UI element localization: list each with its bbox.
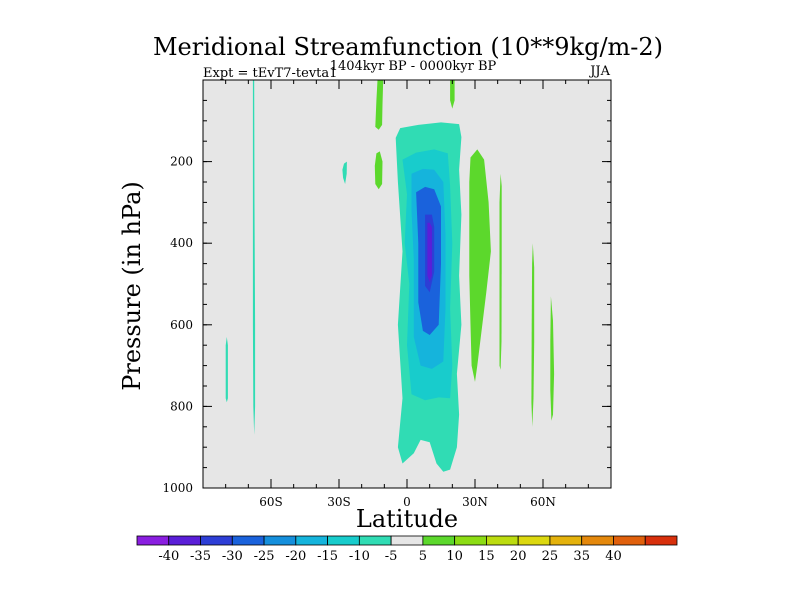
contour-region-5 xyxy=(427,222,432,282)
colorbar-label: -10 xyxy=(349,549,370,564)
x-tick-label: 30S xyxy=(327,495,351,509)
x-tick-label: 60N xyxy=(530,495,556,509)
colorbar-swatch xyxy=(581,535,614,546)
colorbar-swatch xyxy=(136,535,170,546)
contour-regions xyxy=(225,80,555,472)
colorbar-label: -15 xyxy=(317,549,338,564)
x-tick-label: 0 xyxy=(403,495,411,509)
contour-region-13 xyxy=(499,173,502,370)
colorbar-swatch xyxy=(422,535,456,546)
plot-area: 60S 30S 0 30N 60N 200 400 600 800 1000 xyxy=(162,79,612,509)
contour-region-14 xyxy=(531,243,535,427)
y-tick-label: 200 xyxy=(170,155,193,169)
contour-region-12 xyxy=(469,149,491,382)
colorbar-swatch xyxy=(358,535,392,546)
contour-region-15 xyxy=(550,296,555,421)
experiment-label: Expt = tEvT7-tevta1 xyxy=(203,66,337,81)
chart-title: Meridional Streamfunction (10**9kg/m-2) xyxy=(153,33,663,61)
contour-region-10 xyxy=(374,151,383,190)
colorbar-label: 20 xyxy=(510,549,527,564)
colorbar-label: -25 xyxy=(254,549,275,564)
colorbar-swatch xyxy=(168,535,201,546)
time-period-label: 1404kyr BP - 0000kyr BP xyxy=(330,59,497,74)
colorbar-label: -20 xyxy=(285,549,306,564)
y-tick-label: 1000 xyxy=(162,481,193,495)
contour-region-8 xyxy=(342,161,347,184)
y-tick-label: 600 xyxy=(170,318,193,332)
colorbar-swatch xyxy=(613,535,646,546)
season-label: JJA xyxy=(588,64,610,79)
colorbar-label: -5 xyxy=(385,549,398,564)
x-axis-label: Latitude xyxy=(356,505,458,533)
contour-region-9 xyxy=(375,80,384,130)
contour-region-7 xyxy=(225,337,228,403)
x-tick-label: 30N xyxy=(462,495,488,509)
colorbar-swatch xyxy=(644,535,678,546)
colorbar-label: -40 xyxy=(158,549,179,564)
colorbar: -40 -35 -30 -25 -20 -15 -10 -5 5 10 15 20 25 35 40 xyxy=(136,535,678,564)
colorbar-swatch xyxy=(549,535,583,546)
colorbar-swatch xyxy=(263,535,297,546)
colorbar-swatch xyxy=(517,535,551,546)
colorbar-label: 25 xyxy=(542,549,559,564)
colorbar-label: -30 xyxy=(222,549,243,564)
colorbar-swatch xyxy=(390,535,424,546)
colorbar-label: 40 xyxy=(605,549,622,564)
colorbar-swatch xyxy=(295,535,328,546)
colorbar-swatch xyxy=(231,535,265,546)
contour-region-11 xyxy=(450,80,455,109)
colorbar-label: 5 xyxy=(419,549,427,564)
x-tick-label: 60S xyxy=(259,495,283,509)
y-tick-label: 800 xyxy=(170,399,193,413)
colorbar-label: 35 xyxy=(573,549,590,564)
contour-region-6 xyxy=(252,80,256,435)
y-axis-label: Pressure (in hPa) xyxy=(118,181,146,391)
colorbar-label: -35 xyxy=(190,549,211,564)
colorbar-swatch xyxy=(200,535,233,546)
axis-ticks: 60S 30S 0 30N 60N 200 400 600 800 1000 xyxy=(162,79,612,509)
colorbar-label: 10 xyxy=(446,549,463,564)
colorbar-swatch xyxy=(454,535,487,546)
colorbar-label: 15 xyxy=(478,549,495,564)
colorbar-swatch xyxy=(327,535,360,546)
colorbar-swatch xyxy=(486,535,519,546)
y-tick-label: 400 xyxy=(170,236,193,250)
